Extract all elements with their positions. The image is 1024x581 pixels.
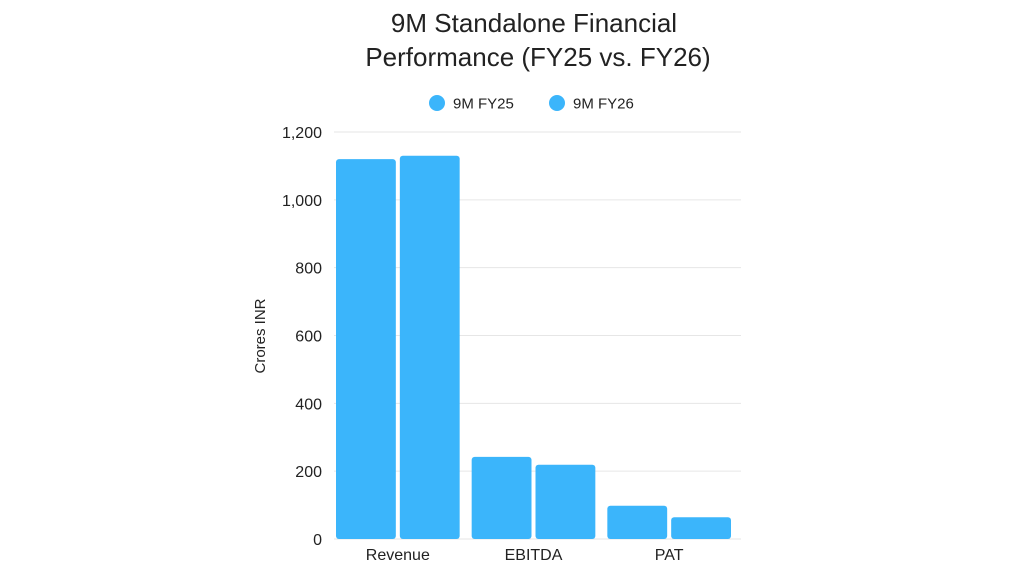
y-axis-ticks: 0 200 400 600 800 1,000 1,200 [282, 125, 322, 549]
y-tick-label: 0 [313, 532, 322, 549]
x-category-label: PAT [655, 547, 684, 564]
legend: 9M FY25 9M FY26 [429, 95, 634, 113]
bar-pat-9m-fy25 [607, 505, 668, 539]
y-tick-label: 400 [295, 396, 322, 413]
bars [336, 155, 731, 539]
y-tick-label: 1,000 [282, 193, 322, 210]
y-tick-label: 600 [295, 329, 322, 346]
chart-title: 9M Standalone Financial Performance (FY2… [365, 8, 710, 72]
legend-marker [549, 95, 565, 111]
y-tick-label: 200 [295, 464, 322, 481]
y-tick-label: 800 [295, 261, 322, 278]
bar-ebitda-9m-fy25 [471, 456, 532, 539]
y-axis-label: Crores INR [252, 298, 269, 373]
y-tick-label: 1,200 [282, 125, 322, 142]
legend-marker [429, 95, 445, 111]
bar-pat-9m-fy26 [671, 517, 731, 539]
bar-revenue-9m-fy25 [336, 159, 396, 539]
bar-revenue-9m-fy26 [399, 155, 460, 539]
x-axis-categories: Revenue EBITDA PAT [366, 547, 684, 564]
chart-title-line-1: 9M Standalone Financial [391, 8, 677, 38]
x-category-label: EBITDA [505, 547, 563, 564]
legend-label: 9M FY26 [573, 96, 634, 113]
x-category-label: Revenue [366, 547, 430, 564]
chart-title-line-2: Performance (FY25 vs. FY26) [365, 42, 710, 72]
bar-ebitda-9m-fy26 [535, 464, 596, 539]
legend-label: 9M FY25 [453, 96, 514, 113]
